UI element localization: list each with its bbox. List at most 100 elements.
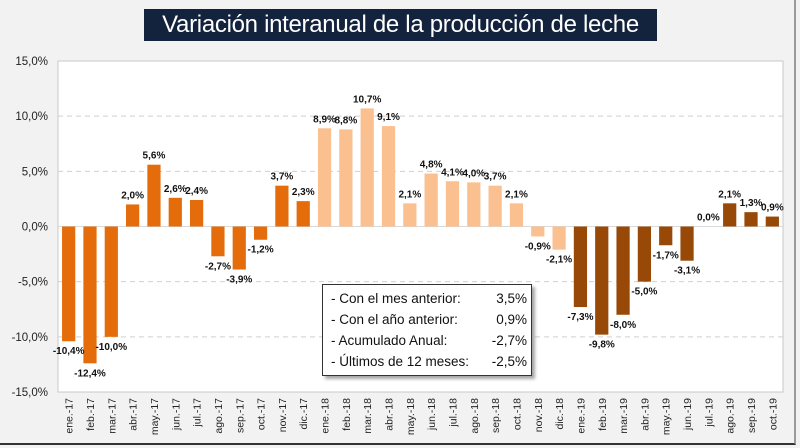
data-label: -1,2% [248,245,274,256]
bar [232,226,246,270]
data-label: -1,7% [653,250,679,261]
data-label: -7,3% [567,312,593,323]
summary-box: - Con el mes anterior: 3,5% - Con el año … [322,284,532,376]
y-tick-label: 15,0% [15,56,48,68]
bar [552,226,566,250]
bar [595,226,609,335]
data-label: 2,1% [398,189,421,200]
summary-value: 0,9% [496,312,527,327]
x-tick-label: jun.-18 [426,398,438,431]
data-label: 0,0% [697,213,720,224]
data-label: 5,6% [143,151,166,162]
x-tick-label: ene.-19 [575,398,587,434]
x-tick-label: dic.-18 [554,398,566,430]
x-tick-label: may.-18 [405,398,417,435]
data-label: 3,7% [484,172,507,183]
bar [531,226,545,237]
data-label: 4,1% [441,167,464,178]
summary-label: - Con el mes anterior: [331,291,461,306]
bar [360,108,374,227]
summary-value: 3,5% [496,291,527,306]
summary-row: - Acumulado Anual: -2,7% [331,330,531,351]
bar [147,164,161,227]
x-tick-label: dic.-17 [298,398,310,430]
x-tick-label: ago.-17 [213,398,225,434]
bar [616,226,630,315]
bar [296,201,310,227]
bar [680,226,694,261]
data-label: -2,1% [546,255,572,266]
data-label: 10,7% [353,94,381,105]
x-tick-label: jul.-17 [192,398,204,428]
data-label: -9,8% [589,340,615,351]
x-tick-label: ago.-18 [469,398,481,434]
x-tick-label: oct.-19 [767,398,779,430]
x-tick-label: mar.-18 [362,398,374,434]
x-tick-label: sep.-18 [490,398,502,433]
bar [317,128,332,227]
bar [445,181,460,227]
y-tick-label: 5,0% [22,166,48,178]
data-label: -2,7% [205,261,231,272]
bar [189,200,204,227]
x-tick-label: ene.-18 [320,398,332,434]
bar [62,226,76,342]
data-label: 2,3% [292,187,315,198]
data-label: -3,1% [674,266,700,277]
x-tick-label: ago.-19 [725,398,737,434]
data-label: -5,0% [631,287,657,298]
bar [744,212,758,227]
summary-label: - Con el año anterior: [331,312,458,327]
data-label: -10,4% [53,346,85,357]
x-tick-label: sep.-17 [234,398,246,433]
chart-title: Variación interanual de la producción de… [144,9,657,41]
bar [83,226,97,364]
x-tick-label: may.-17 [149,398,161,435]
bar [467,182,481,227]
x-tick-label: sep.-19 [746,398,758,433]
bar [509,203,524,227]
x-tick-label: nov.-17 [277,398,289,432]
x-tick-label: feb.-17 [85,398,97,431]
bar [573,226,588,308]
bar [104,226,118,337]
summary-row: - Últimos de 12 meses: -2,5% [331,351,531,372]
bar [488,185,502,227]
y-tick-label: -5,0% [18,277,48,289]
x-tick-label: oct.-18 [511,398,523,430]
data-label: -8,0% [610,320,636,331]
x-tick-label: oct.-17 [256,398,268,430]
x-tick-label: nov.-18 [533,398,545,432]
data-label: 2,4% [185,186,208,197]
data-label: 2,1% [505,189,528,200]
bar [637,226,652,282]
bar [339,129,353,227]
data-label: 2,1% [718,189,741,200]
x-tick-label: mar.-17 [106,398,118,434]
data-label: 2,6% [164,184,187,195]
x-tick-label: feb.-18 [341,398,353,431]
summary-value: -2,7% [491,333,527,348]
y-tick-label: 10,0% [15,111,48,123]
data-label: 0,9% [761,203,784,214]
data-label: -0,9% [525,241,551,252]
bar [381,126,396,227]
x-tick-label: mar.-19 [618,398,630,434]
summary-row: - Con el mes anterior: 3,5% [331,288,531,309]
data-label: 2,0% [121,190,144,201]
bar [253,226,268,240]
x-tick-label: feb.-19 [597,398,609,431]
data-label: 1,3% [740,198,763,209]
summary-label: - Últimos de 12 meses: [331,354,470,369]
bar [659,226,673,246]
summary-label: - Acumulado Anual: [331,333,448,348]
bar [403,203,417,227]
x-tick-label: may.-19 [661,398,673,435]
bar [424,173,438,227]
data-label: -12,4% [74,368,106,379]
data-label: 3,7% [270,172,293,183]
x-tick-label: abr.-18 [384,398,396,431]
bar [275,185,289,227]
x-tick-label: abr.-17 [128,398,140,431]
